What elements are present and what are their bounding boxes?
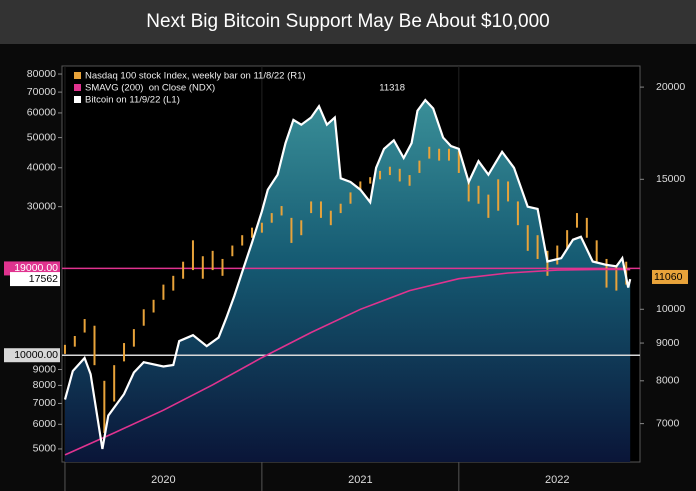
support-label-box: [4, 348, 60, 363]
x-tick-label: 2021: [348, 474, 372, 486]
legend-label: SMAVG (200) on Close (NDX): [85, 83, 215, 94]
legend-value: 11318: [379, 83, 405, 94]
legend-label: Bitcoin on 11/9/22 (L1): [85, 95, 180, 106]
y2-tick-label: 9000: [656, 337, 680, 349]
y-tick-label: 40000: [27, 162, 56, 174]
y2-tick-label: 10000: [656, 303, 685, 315]
support-label-box: [4, 261, 60, 276]
y-tick-label: 60000: [27, 107, 56, 119]
y-tick-label: 50000: [27, 131, 56, 143]
bitcoin-area: [65, 100, 631, 462]
y-tick-label: 80000: [27, 68, 56, 80]
legend-label: Nasdaq 100 stock Index, weekly bar on 11…: [85, 71, 306, 82]
title-bar: [0, 0, 696, 44]
bitcoin-last-box: [10, 272, 60, 287]
y-tick-label: 70000: [27, 86, 56, 98]
legend-swatch: [74, 84, 81, 91]
x-tick-label: 2022: [545, 474, 569, 486]
support-label: 10000.00: [14, 349, 58, 361]
bitcoin-last-label: 17562: [29, 273, 58, 285]
legend-swatch: [74, 72, 81, 79]
y-tick-label: 9000: [33, 363, 57, 375]
y2-tick-label: 7000: [656, 417, 680, 429]
y-tick-label: 5000: [33, 443, 57, 455]
support-label: 19000.00: [14, 262, 58, 274]
chart-title: Next Big Bitcoin Support May Be About $1…: [146, 11, 549, 32]
y-tick-label: 7000: [33, 397, 57, 409]
y2-tick-label: 20000: [656, 81, 685, 93]
y-tick-label: 8000: [33, 379, 57, 391]
y2-tick-label: 8000: [656, 375, 680, 387]
y-tick-label: 6000: [33, 418, 57, 430]
sma-line: [64, 268, 631, 456]
legend-swatch: [74, 96, 81, 103]
nasdaq-last-box: [652, 269, 688, 284]
x-tick-label: 2020: [151, 474, 175, 486]
bitcoin-line: [63, 98, 632, 450]
y2-tick-label: 15000: [656, 173, 685, 185]
y-tick-label: 30000: [27, 200, 56, 212]
nasdaq-last-label: 11060: [654, 271, 683, 283]
